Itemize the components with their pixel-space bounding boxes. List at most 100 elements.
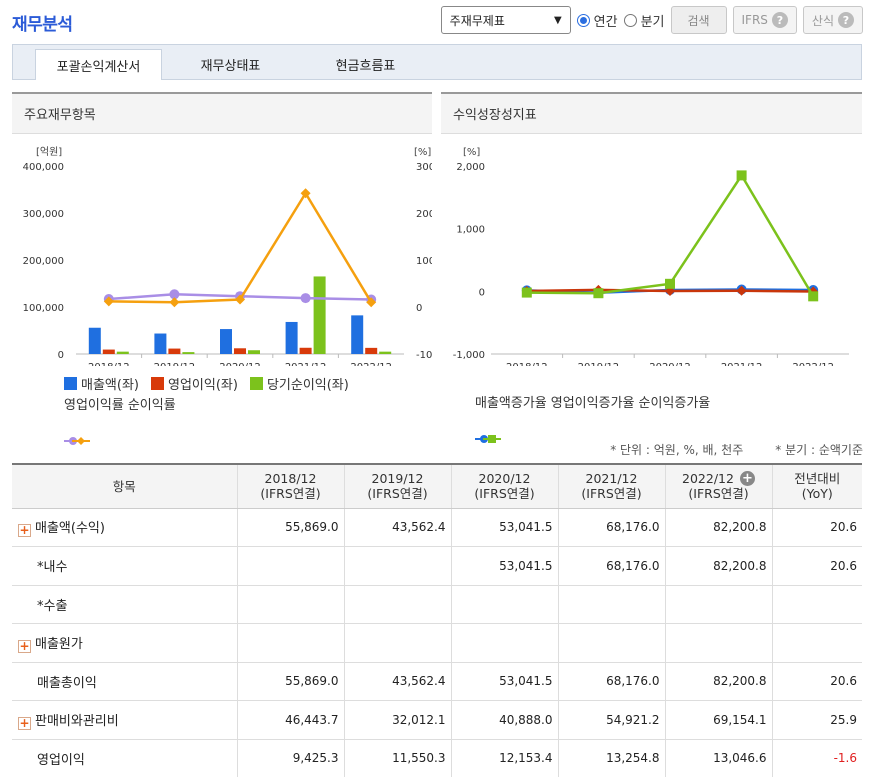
chart-legend-lines: 영업이익률 순이익률	[64, 394, 176, 445]
table-cell: 82,200.8	[664, 662, 772, 701]
y-tick-right: -100	[416, 350, 432, 361]
legend-net-growth: 순이익증가율	[638, 396, 711, 411]
tab-cash-flow[interactable]: 현금흐름표	[335, 59, 396, 74]
y-tick-left: 400,000	[23, 162, 64, 173]
table-cell: 25.9	[771, 700, 862, 740]
chart-legend: 매출액증가율 영업이익증가율 순이익증가율	[475, 392, 711, 443]
point-net-margin	[103, 296, 114, 307]
key-financials-chart: [억원] [%] 400,000 300,000 200,000 100,000 0 300 2…	[23, 146, 432, 366]
help-icon: ?	[838, 12, 854, 28]
table-cell: 68,176.0	[557, 662, 665, 701]
bar-op-income	[299, 347, 312, 354]
table-cell: 55,869.0	[236, 508, 344, 547]
radio-annual[interactable]: 연간	[576, 11, 618, 30]
row-label-text: *내수	[37, 560, 68, 576]
table-row: + 매출원가	[12, 623, 862, 663]
row-label[interactable]: + 판매비와관리비	[12, 700, 237, 740]
help-icon: ?	[771, 12, 788, 28]
table-cell: 82,200.8	[664, 546, 772, 586]
table-cell: 40,888.0	[450, 700, 558, 740]
left-axis-unit: [억원]	[36, 146, 62, 158]
radio-quarter[interactable]: 분기	[623, 11, 665, 30]
point-net-margin	[366, 297, 377, 308]
point-op-growth	[736, 285, 747, 296]
row-label-text: *수출	[37, 598, 68, 614]
row-label: 영업이익	[12, 739, 237, 777]
x-tick-label: 2019/12	[154, 362, 196, 366]
bar-revenue	[88, 327, 101, 354]
legend-op-growth: 영업이익증가율	[550, 396, 635, 411]
row-label[interactable]: + 매출원가	[12, 623, 237, 663]
key-financials-panel: 주요재무항목 [억원] [%] 400,000 300,000 200,000 100,0…	[12, 92, 432, 445]
y-tick-left: 0	[58, 350, 64, 361]
row-label[interactable]: + 매출액(수익)	[12, 508, 237, 547]
statement-select-value: 주재무제표	[449, 13, 505, 28]
search-button[interactable]: 검색	[670, 6, 727, 34]
point-net-growth	[665, 278, 675, 289]
expand-row-icon[interactable]: +	[18, 715, 31, 730]
formula-button[interactable]: 산식 ?	[802, 6, 863, 34]
y-axis-unit: [%]	[463, 147, 480, 158]
bar-net-income	[313, 276, 326, 354]
line-net-margin	[108, 190, 373, 304]
x-tick-label: 2021/12	[721, 362, 763, 366]
point-net-growth	[521, 287, 532, 298]
table-row: 매출총이익 55,869.0 43,562.4 53,041.5 68,176.0 82,…	[12, 662, 862, 701]
table-cell: 53,041.5	[450, 546, 558, 586]
row-label: *수출	[12, 585, 237, 624]
page-title: 재무분석	[12, 15, 73, 35]
financial-table: 항목 2018/12 (IFRS연결) 2019/12 (IFRS연결) 2020/…	[12, 463, 862, 777]
tab-balance-sheet[interactable]: 재무상태표	[200, 59, 261, 74]
bar-net-income	[182, 352, 195, 354]
table-cell: 9,425.3	[236, 739, 344, 777]
y-tick-left: 200,000	[23, 256, 64, 267]
right-axis-unit: [%]	[414, 147, 431, 158]
table-cell: 20.6	[771, 662, 862, 701]
point-net-growth	[736, 170, 747, 181]
panel-title: 수익성장성지표	[441, 94, 862, 134]
y-tick-right: 100	[416, 256, 432, 267]
table-cell: 68,176.0	[557, 508, 665, 547]
toolbar: 주재무제표 ▼ 연간 분기 검색 IFRS ? 산식 ?	[440, 6, 863, 34]
add-column-icon[interactable]: +	[739, 471, 755, 487]
legend-op-margin: 영업이익률	[64, 398, 124, 413]
point-op-margin	[169, 289, 180, 300]
table-cell	[557, 623, 665, 663]
chart-legend: 매출액(좌) 영업이익(좌) 당기순이익(좌)	[64, 374, 349, 393]
y-tick-right: 300	[416, 162, 432, 173]
table-cell	[236, 585, 344, 624]
table-cell: 20.6	[771, 508, 862, 547]
table-header-row: 항목 2018/12 (IFRS연결) 2019/12 (IFRS연결) 2020/…	[12, 463, 862, 509]
panel-title: 주요재무항목	[12, 94, 432, 134]
expand-row-icon[interactable]: +	[18, 523, 31, 538]
legend-revenue: 매출액(좌)	[81, 378, 139, 393]
y-tick: 0	[479, 287, 485, 298]
table-cell: 20.6	[771, 546, 862, 586]
table-row: *내수 53,041.5 68,176.0 82,200.8 20.6	[12, 546, 862, 586]
row-label-text: 판매비와관리비	[35, 713, 119, 729]
statement-select[interactable]: 주재무제표 ▼	[440, 6, 571, 34]
legend-net-income: 당기순이익(좌)	[266, 378, 349, 393]
formula-label: 산식	[811, 13, 834, 28]
table-row: + 판매비와관리비 46,443.7 32,012.1 40,888.0 54,921.2…	[12, 700, 862, 740]
table-cell: -1.6	[771, 739, 862, 777]
expand-row-icon[interactable]: +	[18, 638, 31, 653]
table-cell	[343, 623, 451, 663]
radio-checked-icon	[576, 13, 590, 27]
legend-op-income: 영업이익(좌)	[167, 378, 238, 393]
point-net-margin	[300, 188, 311, 199]
table-notes: * 단위 : 억원, %, 배, 천주 * 분기 : 순액기준	[610, 441, 863, 458]
bar-op-income	[168, 348, 181, 354]
bar-revenue	[285, 321, 298, 354]
table-cell	[664, 623, 772, 663]
header-2018: 2018/12 (IFRS연결)	[236, 463, 344, 509]
table-cell: 55,869.0	[236, 662, 344, 701]
table-cell	[664, 585, 772, 624]
bar-op-income	[365, 347, 378, 354]
ifrs-button[interactable]: IFRS ?	[732, 6, 797, 34]
row-label-text: 매출총이익	[37, 675, 97, 691]
legend-swatch-revenue	[64, 377, 77, 390]
tab-income-statement[interactable]: 포괄손익계산서	[35, 49, 162, 80]
point-op-margin	[300, 293, 311, 304]
legend-marker-net-margin	[72, 437, 90, 445]
